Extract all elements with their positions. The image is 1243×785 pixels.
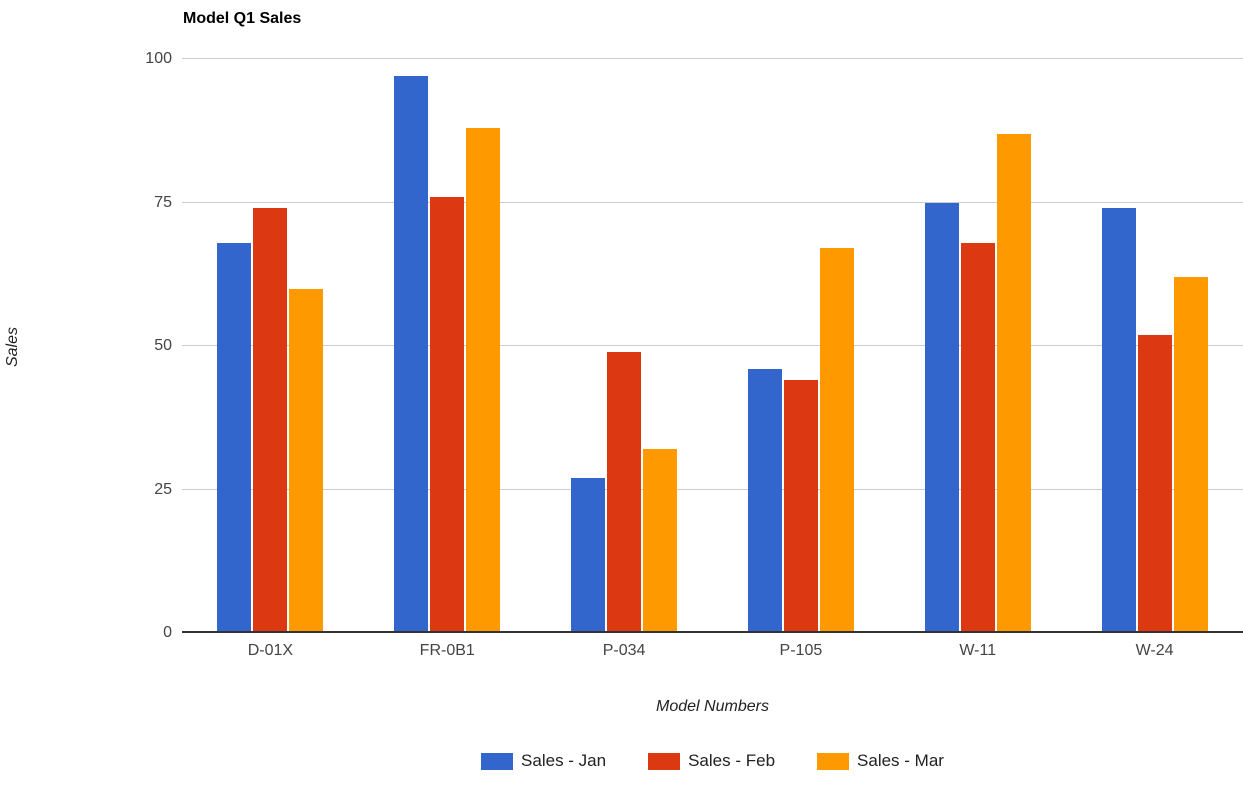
bar-W-11-Sales-Feb[interactable] [960,242,995,633]
x-category-label-D-01X: D-01X [247,642,294,659]
bar-P-105-Sales-Feb[interactable] [783,380,818,633]
legend: Sales - Jan Sales - Feb Sales - Mar [182,751,1243,771]
bar-W-24-Sales-Jan[interactable] [1101,208,1136,633]
bar-FR-0B1-Sales-Mar[interactable] [466,127,501,633]
bar-W-11-Sales-Jan[interactable] [924,202,959,633]
legend-item-Sales-Feb: Sales - Feb [648,751,775,771]
y-tick-label-0: 0 [163,624,172,641]
plot-area [182,58,1243,633]
legend-swatch-icon [481,752,514,770]
x-category-label-P-105: P-105 [779,642,823,659]
bar-W-24-Sales-Mar[interactable] [1173,277,1208,633]
bar-FR-0B1-Sales-Feb[interactable] [430,196,465,633]
bar-D-01X-Sales-Feb[interactable] [253,208,288,633]
bar-W-24-Sales-Feb[interactable] [1137,334,1172,633]
bar-P-105-Sales-Jan[interactable] [747,368,782,633]
x-category-label-FR-0B1: FR-0B1 [419,642,475,659]
x-category-label-W-24: W-24 [1135,642,1174,659]
legend-item-Sales-Jan: Sales - Jan [481,751,606,771]
gridline-75 [182,201,1243,203]
bar-W-11-Sales-Mar[interactable] [996,133,1031,633]
y-tick-label-25: 25 [154,480,172,498]
bar-group-FR-0B1 [359,59,536,633]
bar-group-D-01X [182,59,359,633]
y-tick-label-100: 100 [145,50,172,67]
x-axis-title: Model Numbers [656,698,769,715]
x-axis-baseline [182,631,1243,633]
y-tick-label-50: 50 [154,337,172,354]
legend-label: Sales - Mar [857,751,944,770]
bar-D-01X-Sales-Mar[interactable] [289,288,324,633]
bar-group-P-105 [712,59,889,633]
y-axis-tick-labels: 0 25 50 75 100 [0,50,172,641]
bar-P-034-Sales-Feb[interactable] [607,351,642,633]
bar-group-P-034 [536,59,713,633]
legend-swatch-icon [817,752,850,770]
x-category-label-P-034: P-034 [602,642,646,659]
chart-title: Model Q1 Sales [183,10,302,27]
y-tick-label-75: 75 [154,193,172,211]
bar-P-105-Sales-Mar[interactable] [819,248,854,633]
bar-P-034-Sales-Jan[interactable] [571,478,606,633]
legend-item-Sales-Mar: Sales - Mar [817,751,944,771]
bar-D-01X-Sales-Jan[interactable] [217,242,252,633]
bar-group-W-24 [1066,59,1243,633]
gridline-100 [182,58,1243,59]
bar-P-034-Sales-Mar[interactable] [643,449,678,633]
x-axis-category-labels: D-01X FR-0B1 P-034 P-105 W-11 W-24 [182,642,1243,660]
gridline-25 [182,488,1243,490]
bar-series-container [182,59,1243,633]
bar-FR-0B1-Sales-Jan[interactable] [394,76,429,633]
x-category-label-W-11: W-11 [959,642,997,659]
legend-swatch-icon [648,752,681,770]
legend-label: Sales - Jan [521,751,607,770]
legend-label: Sales - Feb [688,751,776,770]
bar-group-W-11 [889,59,1066,633]
gridline-50 [182,345,1243,346]
